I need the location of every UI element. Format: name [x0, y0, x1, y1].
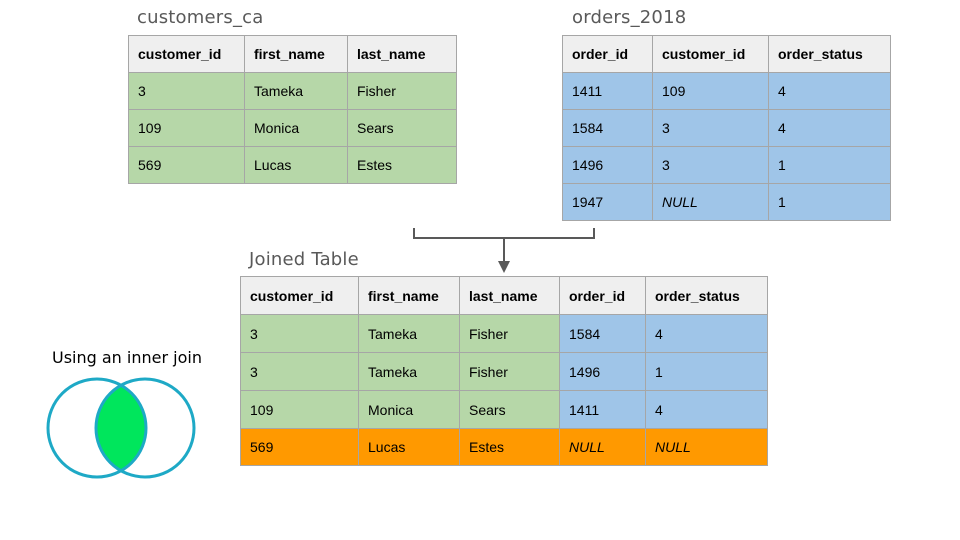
- table-cell: 1: [645, 352, 768, 391]
- table-cell: 4: [645, 314, 768, 353]
- orders-table: order_id customer_id order_status 1411 1…: [562, 35, 891, 221]
- column-header: first_name: [358, 276, 460, 315]
- table-cell: 109: [240, 390, 359, 429]
- table-cell: Sears: [459, 390, 560, 429]
- column-header: first_name: [244, 35, 348, 73]
- table-row: 109 Monica Sears 1411 4: [240, 390, 768, 429]
- table-cell: Fisher: [459, 352, 560, 391]
- table-cell: Estes: [459, 428, 560, 466]
- table-row: 1584 3 4: [562, 109, 891, 147]
- table-header-row: customer_id first_name last_name: [128, 35, 457, 73]
- column-header: last_name: [459, 276, 560, 315]
- table-row: 1947 NULL 1: [562, 183, 891, 221]
- table-cell: 3: [240, 352, 359, 391]
- table-cell: 1584: [562, 109, 653, 147]
- join-type-caption: Using an inner join: [52, 348, 202, 367]
- joined-table-title: Joined Table: [249, 249, 359, 270]
- table-cell: Tameka: [358, 352, 460, 391]
- column-header: order_status: [768, 35, 891, 73]
- table-cell: 3: [652, 146, 769, 184]
- table-cell: Sears: [347, 109, 457, 147]
- arrow-head: [498, 261, 510, 273]
- table-row: 569 Lucas Estes: [128, 146, 457, 184]
- table-cell: 1: [768, 146, 891, 184]
- orders-table-title: orders_2018: [572, 7, 687, 28]
- column-header: customer_id: [240, 276, 359, 315]
- table-row: 1496 3 1: [562, 146, 891, 184]
- column-header: order_id: [559, 276, 646, 315]
- table-cell: 1411: [559, 390, 646, 429]
- table-cell: 569: [128, 146, 245, 184]
- table-cell: Monica: [358, 390, 460, 429]
- venn-left-circle: [46, 377, 148, 479]
- table-cell: 3: [128, 72, 245, 110]
- table-cell: 3: [240, 314, 359, 353]
- column-header: customer_id: [652, 35, 769, 73]
- table-row: 3 Tameka Fisher 1496 1: [240, 352, 768, 391]
- table-cell: 569: [240, 428, 359, 466]
- customers-table: customer_id first_name last_name 3 Tamek…: [128, 35, 457, 184]
- table-cell: 109: [652, 72, 769, 110]
- table-cell: 4: [768, 72, 891, 110]
- table-cell: Fisher: [347, 72, 457, 110]
- table-cell: Tameka: [244, 72, 348, 110]
- table-cell: Lucas: [244, 146, 348, 184]
- column-header: last_name: [347, 35, 457, 73]
- joined-table: customer_id first_name last_name order_i…: [240, 276, 768, 466]
- table-cell: Fisher: [459, 314, 560, 353]
- table-header-row: customer_id first_name last_name order_i…: [240, 276, 768, 315]
- customers-table-title: customers_ca: [137, 7, 264, 28]
- table-row: 3 Tameka Fisher: [128, 72, 457, 110]
- table-cell: Lucas: [358, 428, 460, 466]
- table-cell: 4: [645, 390, 768, 429]
- table-cell: 109: [128, 109, 245, 147]
- column-header: order_id: [562, 35, 653, 73]
- table-cell: 1584: [559, 314, 646, 353]
- table-header-row: order_id customer_id order_status: [562, 35, 891, 73]
- table-cell: 4: [768, 109, 891, 147]
- table-cell: 1496: [559, 352, 646, 391]
- table-cell: Estes: [347, 146, 457, 184]
- table-cell: Monica: [244, 109, 348, 147]
- table-cell-null: NULL: [559, 428, 646, 466]
- venn-right-circle: [94, 377, 196, 479]
- table-cell: 1: [768, 183, 891, 221]
- table-cell-null: NULL: [645, 428, 768, 466]
- column-header: order_status: [645, 276, 768, 315]
- table-row: 109 Monica Sears: [128, 109, 457, 147]
- table-row-unmatched: 569 Lucas Estes NULL NULL: [240, 428, 768, 466]
- table-row: 3 Tameka Fisher 1584 4: [240, 314, 768, 353]
- table-cell-null: NULL: [652, 183, 769, 221]
- table-cell: Tameka: [358, 314, 460, 353]
